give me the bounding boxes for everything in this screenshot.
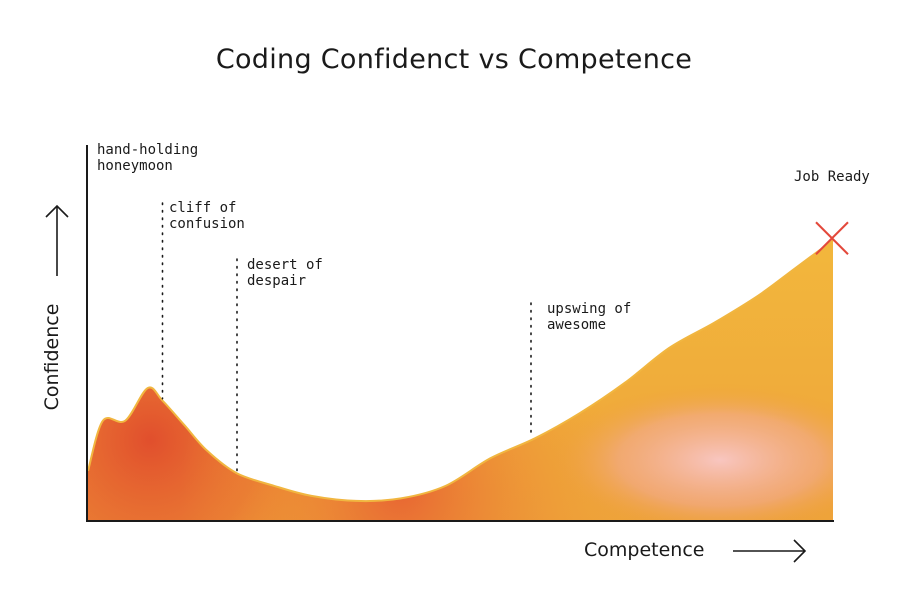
cross-stroke: [815, 221, 849, 255]
x-axis-label: Competence: [584, 539, 705, 561]
annotation-honeymoon: hand-holding honeymoon: [97, 142, 199, 174]
annotation-cliff: cliff of confusion: [169, 200, 245, 232]
confidence-curve: [87, 239, 834, 503]
annotation-upswing: upswing of awesome: [547, 301, 632, 333]
y-axis-arrow-icon: [45, 204, 69, 276]
annotation-desert: desert of despair: [247, 257, 323, 289]
job-ready-cross-icon: [815, 221, 849, 255]
annotation-job-ready: Job Ready: [794, 169, 870, 185]
chart-title: Coding Confidenct vs Competence: [215, 44, 693, 75]
x-axis-arrow-icon: [733, 539, 807, 563]
